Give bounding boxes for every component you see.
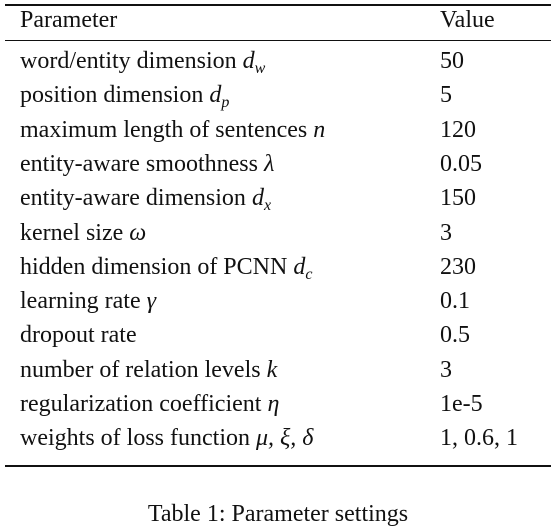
value-cell: 5	[440, 82, 452, 109]
parameter-name: position dimension	[20, 82, 204, 109]
value-cell: 1e-5	[440, 391, 483, 417]
parameter-name: hidden dimension of PCNN	[20, 253, 288, 280]
symbol: d	[251, 185, 264, 212]
value-cell: 3	[440, 219, 452, 246]
header-cell: Parameter	[20, 7, 118, 33]
symbol: d	[293, 253, 306, 280]
parameter-cell: entity-aware dimension dx	[20, 184, 272, 215]
parameter-cell: position dimension dp	[20, 81, 230, 112]
symbol: ω	[129, 219, 147, 246]
value-cell: 230	[440, 253, 476, 280]
parameter-name: learning rate	[20, 288, 141, 315]
value-cell: 0.05	[440, 150, 482, 177]
parameter-cell: number of relation levels k	[20, 356, 277, 384]
value-cell: 1, 0.6, 1	[440, 425, 518, 452]
parameter-name: dropout rate	[20, 322, 137, 349]
parameter-name: weights of loss function	[20, 425, 250, 452]
symbol: μ, ξ, δ	[255, 425, 314, 452]
top-rule	[5, 4, 551, 6]
symbol: γ	[146, 288, 157, 315]
parameter-cell: learning rate γ	[20, 287, 156, 315]
symbol: d	[209, 82, 222, 109]
value-cell: 120	[440, 116, 476, 143]
value-cell: 3	[440, 356, 452, 383]
bottom-rule	[5, 465, 551, 467]
value-cell: 150	[440, 185, 476, 212]
symbol: k	[266, 356, 278, 383]
parameter-name: regularization coefficient	[20, 391, 262, 417]
subscript: x	[263, 197, 272, 215]
parameter-name: entity-aware smoothness	[20, 150, 258, 177]
symbol: η	[267, 391, 280, 417]
symbol: d	[242, 48, 255, 74]
parameter-cell: kernel size ω	[20, 219, 146, 247]
subscript: c	[305, 265, 313, 283]
subscript: w	[254, 60, 266, 77]
symbol: n	[313, 116, 326, 143]
parameter-cell: hidden dimension of PCNN dc	[20, 253, 313, 283]
value-cell: 50	[440, 48, 464, 74]
parameter-name: word/entity dimension	[20, 48, 237, 74]
value-cell: 0.5	[440, 322, 470, 349]
subscript: p	[221, 94, 230, 112]
header-cell: Value	[440, 7, 495, 33]
parameter-cell: weights of loss function μ, ξ, δ	[20, 424, 313, 452]
value-cell: 0.1	[440, 288, 470, 315]
parameter-name: number of relation levels	[20, 356, 261, 383]
mid-rule	[5, 40, 551, 41]
parameter-cell: dropout rate	[20, 321, 137, 349]
caption: Table 1: Parameter settings	[147, 501, 409, 527]
parameter-cell: word/entity dimension dw	[20, 47, 266, 77]
parameter-name: kernel size	[20, 219, 124, 246]
parameter-cell: maximum length of sentences n	[20, 116, 325, 144]
parameter-cell: entity-aware smoothness λ	[20, 150, 274, 178]
parameter-name: entity-aware dimension	[20, 185, 246, 212]
parameter-name: maximum length of sentences	[20, 116, 308, 143]
parameter-cell: regularization coefficient η	[20, 390, 279, 418]
symbol: λ	[263, 150, 275, 177]
